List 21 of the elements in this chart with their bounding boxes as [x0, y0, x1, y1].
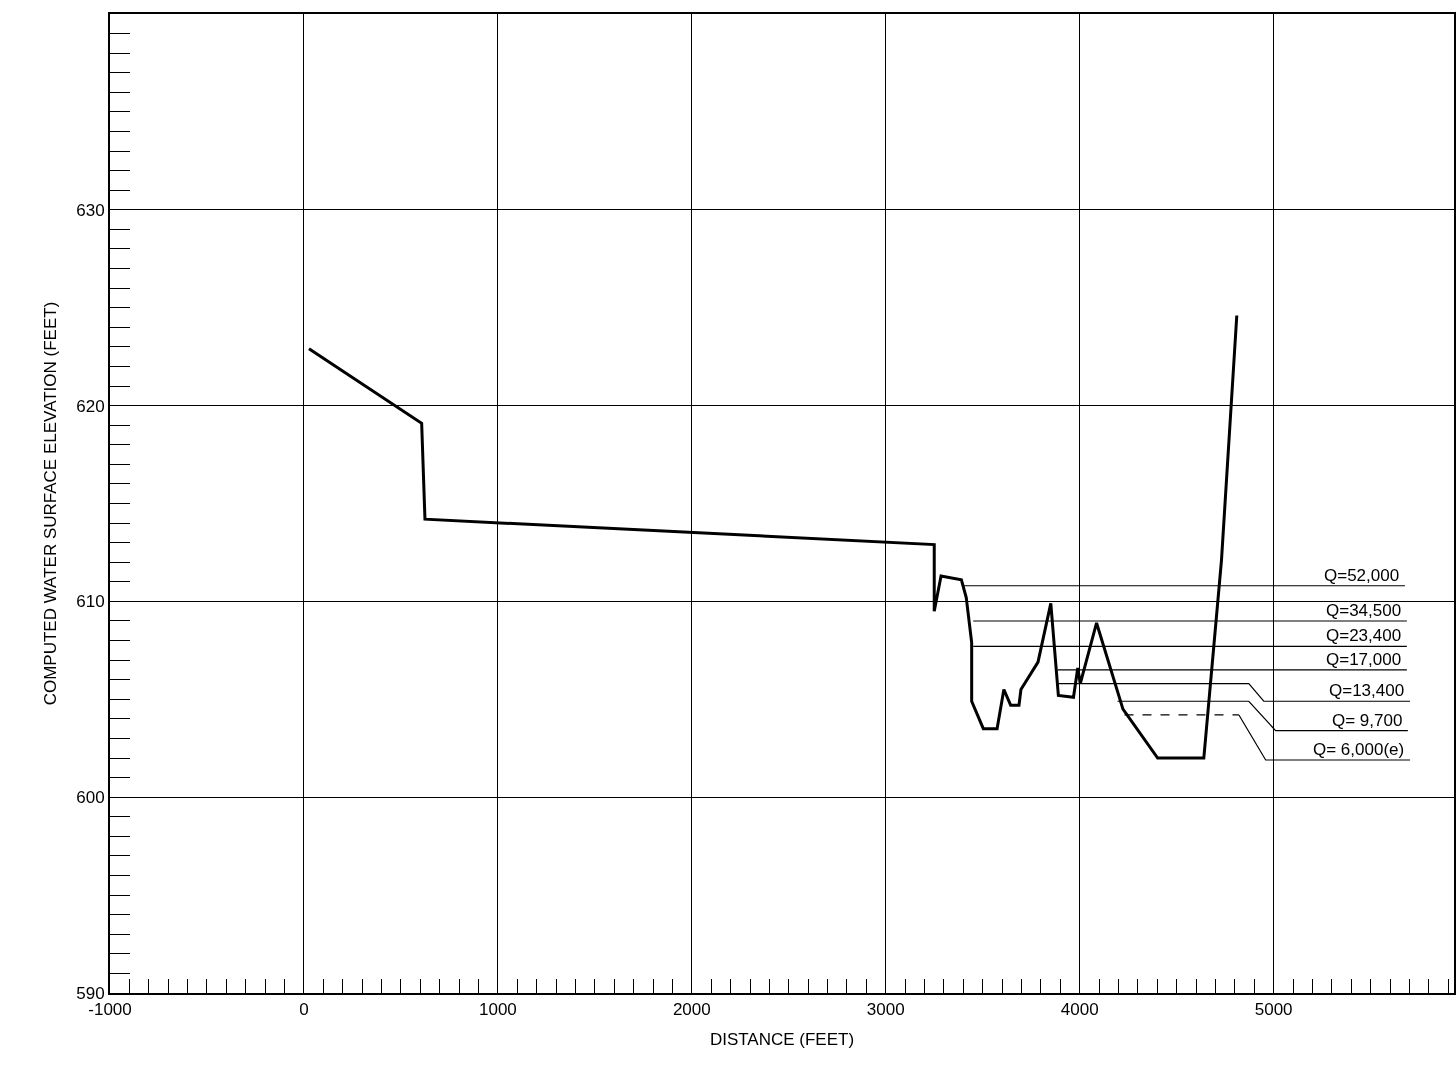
- x-tick-label: 5000: [1254, 1000, 1293, 1020]
- y-tick-label: 600: [76, 788, 105, 808]
- series-label: Q=52,000: [1324, 566, 1400, 585]
- y-tick-label: 590: [76, 983, 105, 1003]
- x-tick-label: 0: [299, 1000, 309, 1020]
- y-tick-label: 610: [76, 592, 105, 612]
- y-tick-label: 630: [76, 200, 105, 220]
- x-axis-title: DISTANCE (FEET): [709, 1030, 855, 1050]
- x-tick-label: 3000: [866, 1000, 905, 1020]
- x-tick-label: 2000: [672, 1000, 711, 1020]
- series-label: Q=13,400: [1329, 681, 1405, 700]
- x-tick-label: 4000: [1060, 1000, 1099, 1020]
- series-label: Q=23,400: [1326, 626, 1402, 645]
- series-label: Q= 6,000(e): [1313, 740, 1405, 759]
- series-label: Q= 9,700: [1332, 711, 1403, 730]
- x-tick-label: 1000: [478, 1000, 517, 1020]
- y-axis-title: COMPUTED WATER SURFACE ELEVATION (FEET): [41, 301, 61, 706]
- x-tick-label: -1000: [88, 1000, 132, 1020]
- y-tick-label: 620: [76, 396, 105, 416]
- series-label: Q=17,000: [1326, 650, 1402, 669]
- series-label: Q=34,500: [1326, 601, 1402, 620]
